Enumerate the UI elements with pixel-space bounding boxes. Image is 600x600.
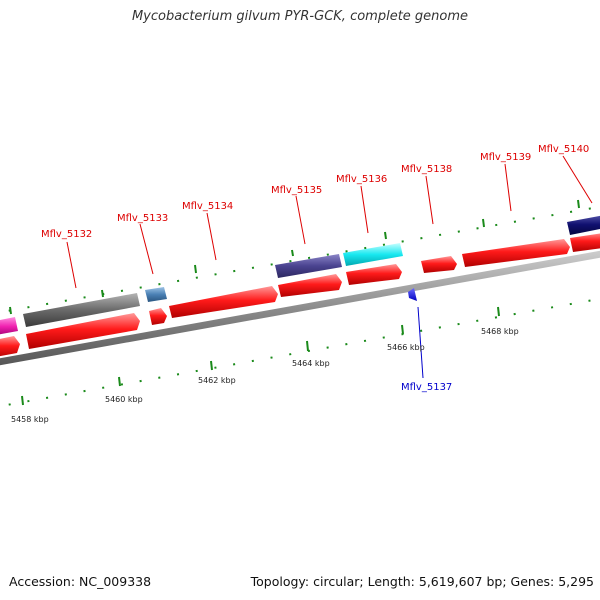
cds-arrow[interactable] [149,308,167,325]
feature-navy-mflv5140[interactable] [567,214,600,235]
cds-arrow[interactable] [0,336,20,358]
gene-label-mflv5134[interactable]: Mflv_5134 [182,201,233,212]
gene-label-mflv5135[interactable]: Mflv_5135 [271,185,322,196]
scale-label: 5466 kbp [387,343,425,352]
feature-cyan-mflv5136[interactable] [343,243,403,266]
gene-label-mflv5137[interactable]: Mflv_5137 [401,382,452,393]
gene-labels: Mflv_5132 Mflv_5133 Mflv_5134 Mflv_5135 … [41,144,589,393]
gene-label-mflv5132[interactable]: Mflv_5132 [41,229,92,240]
cds-arrow[interactable] [169,286,278,318]
gene-label-mflv5136[interactable]: Mflv_5136 [336,174,387,185]
scale-label: 5460 kbp [105,395,143,404]
gene-label-mflv5139[interactable]: Mflv_5139 [480,152,531,163]
map-title: Mycobacterium gilvum PYR-GCK, complete g… [131,9,469,24]
cds-arrow[interactable] [570,232,600,252]
scale-label: 5462 kbp [198,376,236,385]
scale-label: 5464 kbp [292,359,330,368]
cds-arrow[interactable] [421,256,457,273]
cds-arrow[interactable] [346,264,402,285]
cds-arrow[interactable] [26,313,140,349]
scale-label: 5468 kbp [481,327,519,336]
inner-major-ticks [21,306,500,406]
gene-label-mflv5133[interactable]: Mflv_5133 [117,213,168,224]
scale-labels: 5458 kbp 5460 kbp 5462 kbp 5464 kbp 5466… [11,327,519,424]
cds-arrow[interactable] [278,274,342,297]
feature-slate-mflv5135[interactable] [275,254,342,278]
gene-label-leaders [66,155,593,379]
gene-label-mflv5138[interactable]: Mflv_5138 [401,164,452,175]
cds-reverse-mflv5137[interactable] [408,288,417,301]
forward-cds-row [0,232,600,358]
feature-steel-mflv5133[interactable] [145,287,167,302]
feature-gray-mflv5132[interactable] [23,293,140,327]
genome-summary-text: Topology: circular; Length: 5,619,607 bp… [250,574,594,589]
gene-label-mflv5140[interactable]: Mflv_5140 [538,144,589,155]
outer-major-ticks [9,199,580,315]
accession-text: Accession: NC_009338 [9,574,152,589]
scale-label: 5458 kbp [11,415,49,424]
feature-pink[interactable] [0,317,18,336]
genome-backbone [0,250,600,366]
cds-arrow[interactable] [462,239,570,267]
